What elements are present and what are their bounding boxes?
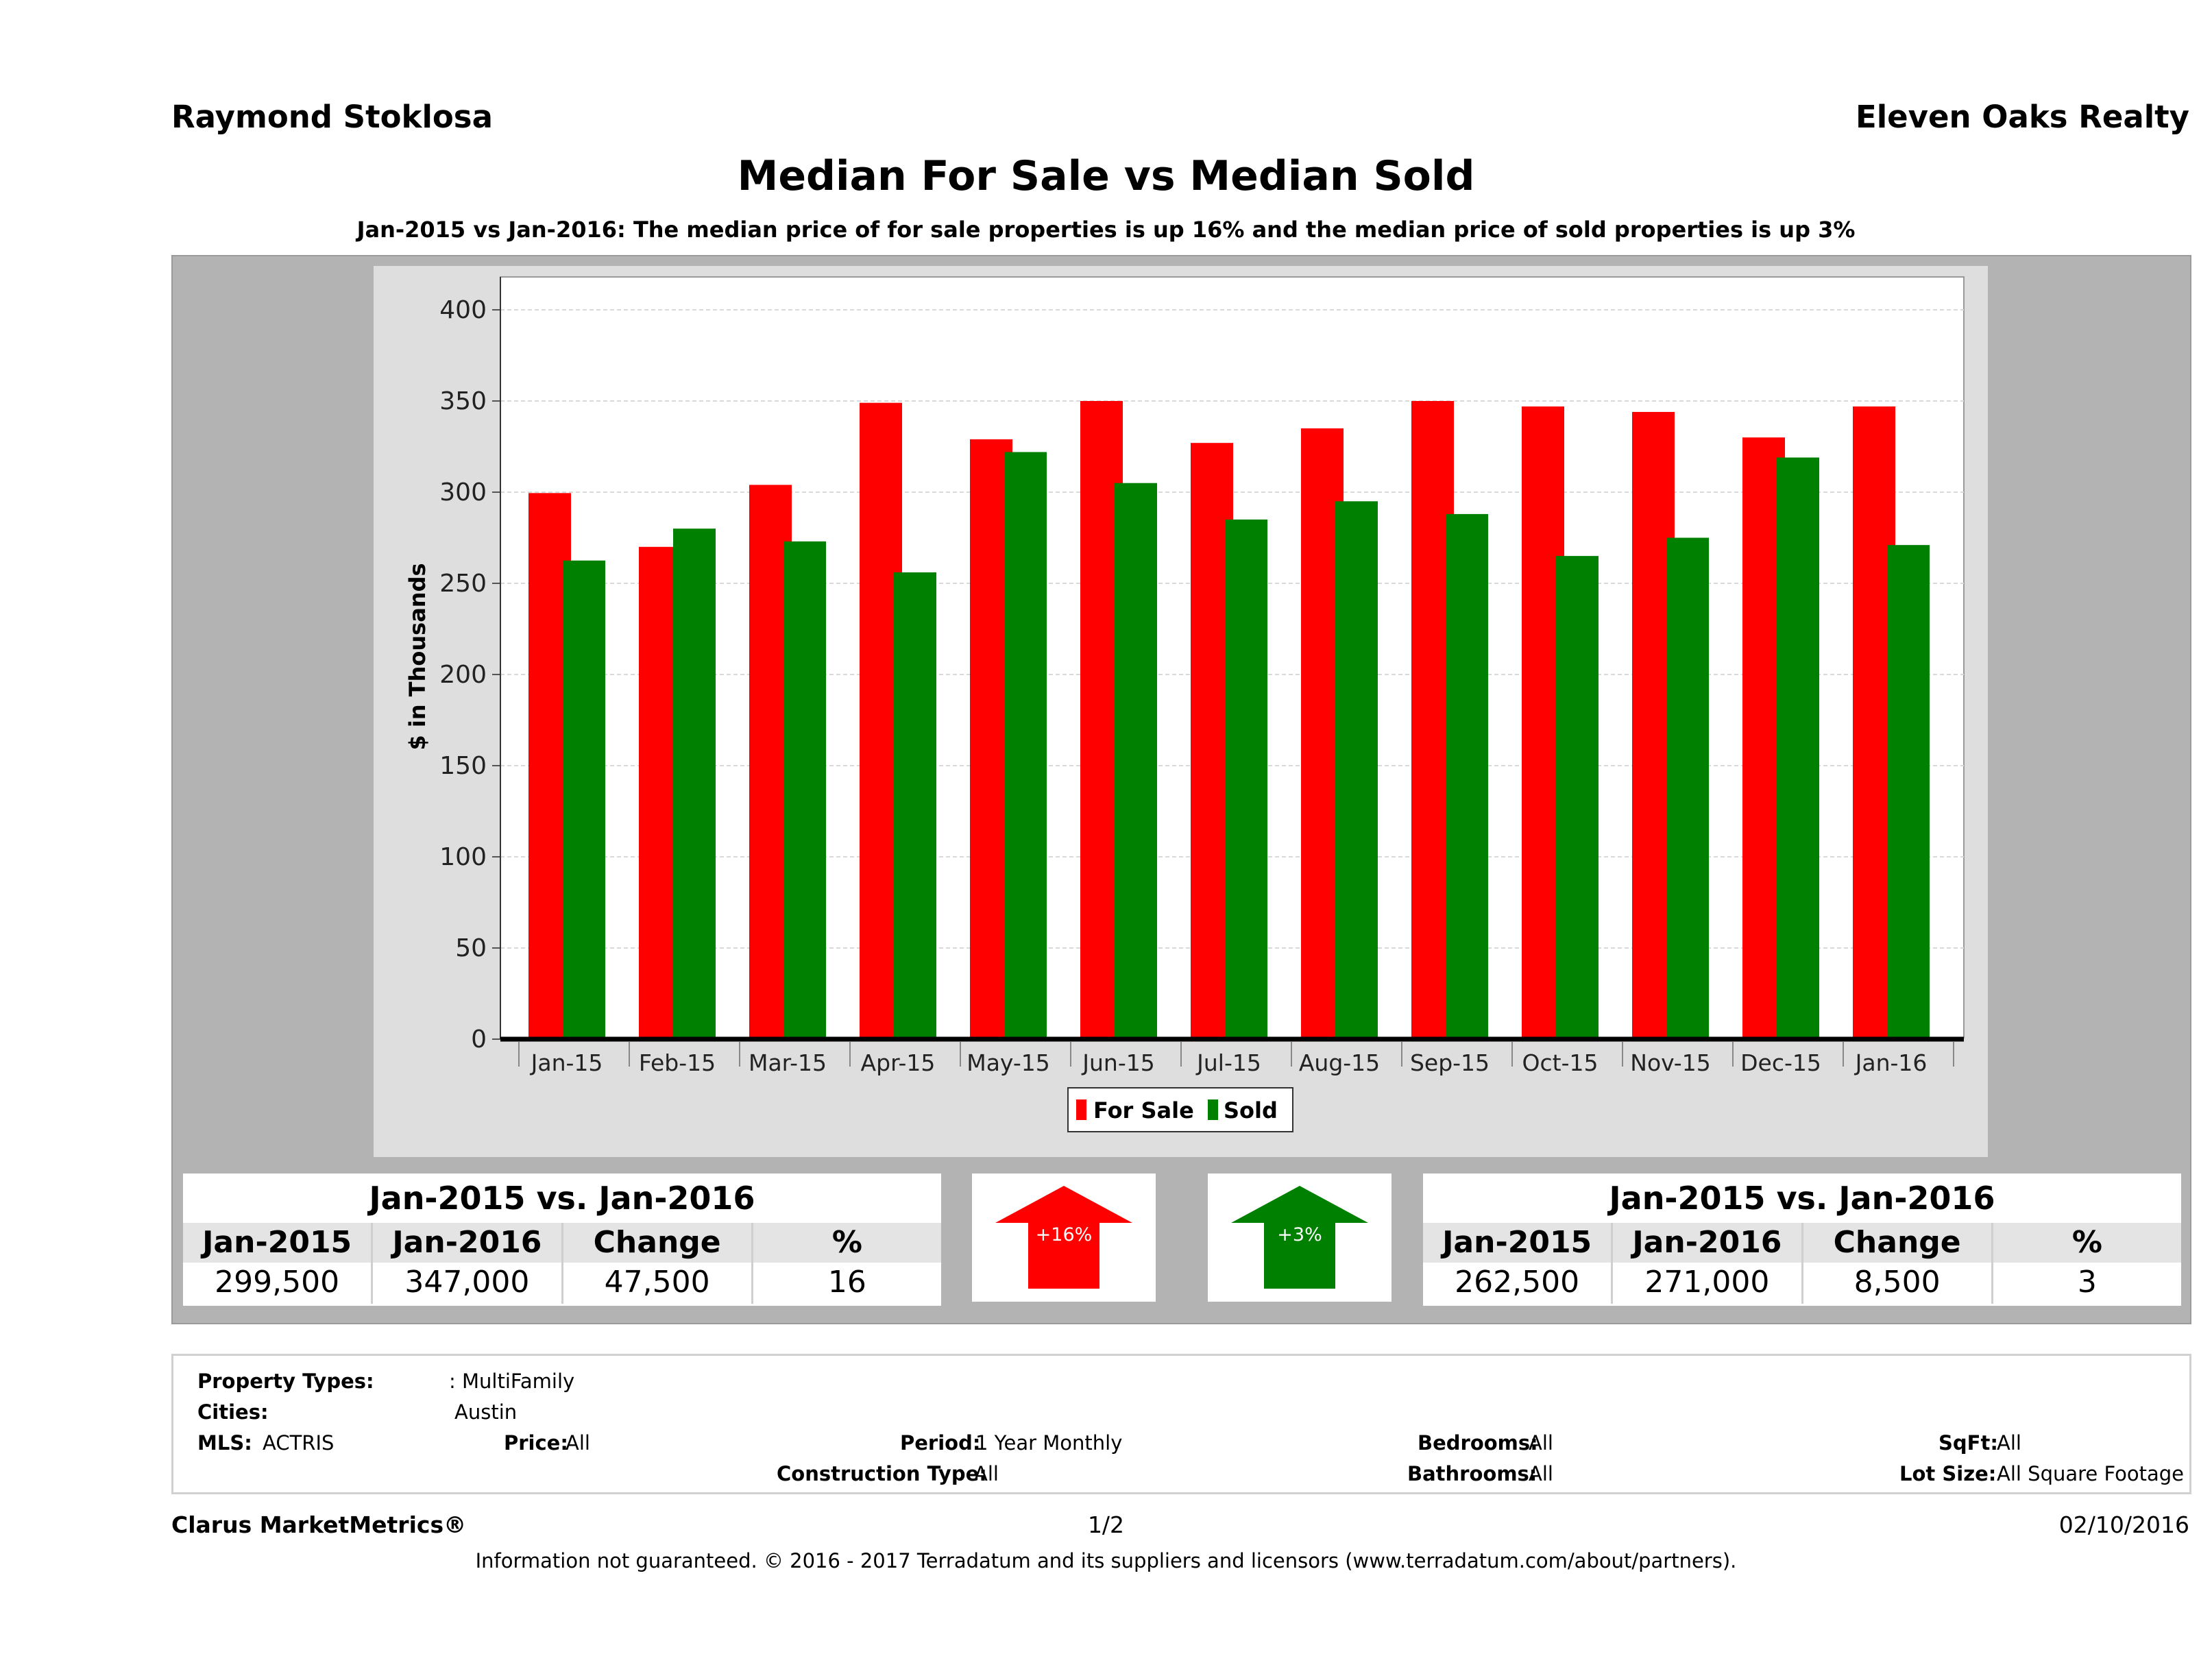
- x-tick-label: May-15: [967, 1049, 1050, 1076]
- sold-summary-table: Jan-2015 vs. Jan-2016 Jan-2015 Jan-2016 …: [1423, 1174, 2181, 1306]
- for-sale-header-jan2015: Jan-2015: [183, 1223, 374, 1263]
- bar-sold: [1556, 556, 1599, 1039]
- period-value: 1 Year Monthly: [975, 1431, 1123, 1455]
- y-tick-label: 200: [439, 661, 487, 689]
- for-sale-summary-table: Jan-2015 vs. Jan-2016 Jan-2015 Jan-2016 …: [183, 1174, 941, 1306]
- filter-panel: Property Types: : MultiFamily Cities: Au…: [171, 1354, 2191, 1494]
- construction-type-label: Construction Type:: [777, 1462, 987, 1485]
- sold-change-label: +3%: [1277, 1224, 1322, 1245]
- period-label: Period:: [900, 1431, 981, 1455]
- bar-sold: [1225, 519, 1267, 1039]
- y-tick-label: 300: [439, 478, 487, 507]
- sold-header-jan2016: Jan-2016: [1613, 1223, 1803, 1263]
- sold-value-change: 8,500: [1803, 1263, 1993, 1304]
- bar-sold: [1004, 452, 1047, 1039]
- bar-sold: [563, 560, 605, 1039]
- sold-summary-title: Jan-2015 vs. Jan-2016: [1609, 1180, 1995, 1217]
- chart-title: Median For Sale vs Median Sold: [737, 152, 1475, 200]
- sold-value-jan2015: 262,500: [1423, 1263, 1614, 1304]
- legend-box: [1067, 1087, 1293, 1132]
- for-sale-change-indicator: +16%: [972, 1174, 1156, 1302]
- sold-value-jan2016: 271,000: [1613, 1263, 1803, 1304]
- x-tick-label: Jan-15: [530, 1049, 603, 1076]
- bathrooms-value: All: [1529, 1462, 1553, 1485]
- x-tick-label: Jan-16: [1854, 1049, 1928, 1076]
- bar-chart: 0 50 100 150 200 250 300 350 400 Jan-15 Feb-15 Mar-…: [404, 276, 1965, 1132]
- for-sale-value-percent: 16: [827, 1265, 866, 1300]
- bar-sold: [1666, 537, 1709, 1039]
- agent-name: Raymond Stoklosa: [171, 99, 493, 135]
- x-tick-label: Dec-15: [1740, 1049, 1821, 1076]
- legend-label-for-sale: For Sale: [1093, 1097, 1194, 1123]
- bathrooms-label: Bathrooms:: [1407, 1462, 1538, 1485]
- sqft-value: All: [1997, 1431, 2021, 1455]
- y-tick-label: 100: [439, 843, 487, 871]
- up-arrow-icon: [995, 1186, 1132, 1289]
- x-tick-label: Jul-15: [1195, 1049, 1261, 1076]
- bedrooms-value: All: [1529, 1431, 1553, 1455]
- y-tick-label: 150: [439, 752, 487, 780]
- chart-subtitle: Jan-2015 vs Jan-2016: The median price o…: [356, 217, 1856, 243]
- bar-sold: [783, 541, 826, 1039]
- bar-sold: [1335, 501, 1378, 1039]
- sold-change-indicator: +3%: [1208, 1174, 1391, 1302]
- footer-brand: Clarus MarketMetrics®: [171, 1511, 467, 1538]
- x-tick-label: Jun-15: [1081, 1049, 1154, 1076]
- y-tick-label: 50: [455, 934, 487, 962]
- y-tick-label: 0: [471, 1025, 487, 1054]
- y-tick-label: 400: [439, 296, 487, 324]
- x-tick-label: Apr-15: [861, 1049, 936, 1076]
- bar-sold: [894, 572, 936, 1039]
- property-types-value: : MultiFamily: [449, 1370, 575, 1393]
- bar-sold: [1887, 545, 1930, 1039]
- for-sale-summary-title: Jan-2015 vs. Jan-2016: [369, 1180, 755, 1217]
- chart-frame: 0 50 100 150 200 250 300 350 400 Jan-15 Feb-15 Mar-…: [374, 266, 1988, 1157]
- for-sale-header-jan2016: Jan-2016: [373, 1223, 563, 1263]
- page-number: 1/2: [1087, 1511, 1125, 1538]
- cities-label: Cities:: [197, 1400, 269, 1424]
- for-sale-value-jan2016: 347,000: [373, 1263, 563, 1304]
- mls-label: MLS:: [197, 1431, 252, 1455]
- price-label: Price:: [504, 1431, 568, 1455]
- company-name: Eleven Oaks Realty: [1855, 99, 2189, 135]
- property-types-label: Property Types:: [197, 1370, 374, 1393]
- lot-size-label: Lot Size:: [1899, 1462, 1997, 1485]
- y-axis-label: $ in Thousands: [404, 563, 430, 750]
- sold-header-percent: %: [2071, 1225, 2102, 1260]
- sqft-label: SqFt:: [1938, 1431, 1998, 1455]
- x-tick-label: Aug-15: [1299, 1049, 1380, 1076]
- disclaimer: Information not guaranteed. © 2016 - 201…: [475, 1549, 1737, 1572]
- for-sale-header-percent: %: [831, 1225, 862, 1260]
- for-sale-change-label: +16%: [1035, 1224, 1093, 1245]
- bar-sold: [1777, 457, 1819, 1039]
- sold-header-change: Change: [1803, 1223, 1993, 1263]
- for-sale-header-change: Change: [563, 1223, 753, 1263]
- x-tick-label: Mar-15: [749, 1049, 827, 1076]
- for-sale-value-jan2015: 299,500: [183, 1263, 374, 1304]
- legend-swatch-for-sale: [1076, 1099, 1086, 1120]
- y-tick-label: 250: [439, 570, 487, 598]
- legend-label-sold: Sold: [1224, 1097, 1278, 1123]
- x-tick-label: Feb-15: [639, 1049, 716, 1076]
- up-arrow-icon: [1231, 1186, 1368, 1289]
- bar-sold: [1446, 513, 1488, 1039]
- mls-value: ACTRIS: [263, 1431, 335, 1455]
- bar-sold: [1115, 483, 1157, 1039]
- sold-value-percent: 3: [2077, 1265, 2097, 1300]
- bedrooms-label: Bedrooms:: [1418, 1431, 1538, 1455]
- report-date: 02/10/2016: [2058, 1511, 2189, 1538]
- sold-header-jan2015: Jan-2015: [1423, 1223, 1614, 1263]
- legend-swatch-sold: [1208, 1099, 1218, 1120]
- price-value: All: [566, 1431, 590, 1455]
- x-tick-label: Sep-15: [1410, 1049, 1490, 1076]
- bar-sold: [673, 528, 716, 1039]
- lot-size-value: All Square Footage: [1997, 1462, 2185, 1485]
- x-tick-label: Oct-15: [1522, 1049, 1599, 1076]
- legend: For Sale Sold: [1067, 1087, 1293, 1132]
- construction-type-value: All: [974, 1462, 999, 1485]
- x-tick-label: Nov-15: [1630, 1049, 1710, 1076]
- for-sale-value-change: 47,500: [563, 1263, 753, 1304]
- y-tick-label: 350: [439, 387, 487, 415]
- cities-value: Austin: [454, 1400, 518, 1424]
